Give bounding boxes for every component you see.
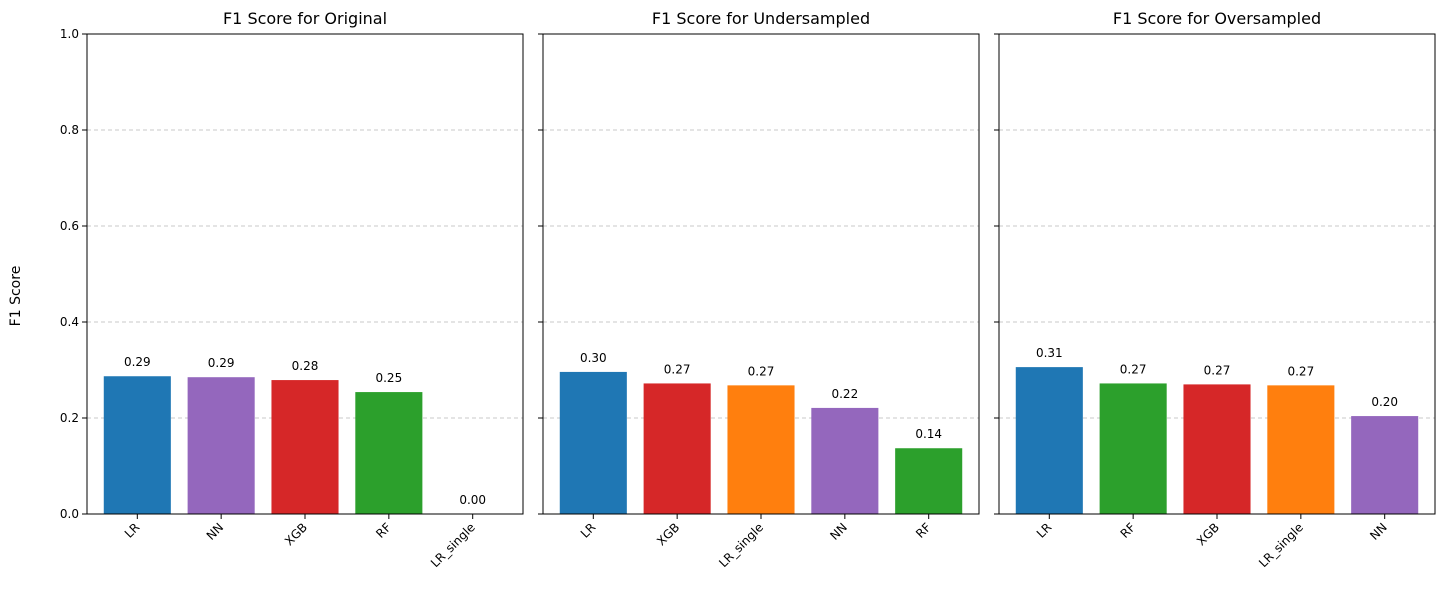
chart-panel: 0.31 LR 0.27 RF 0.27 XGB 0.27 LR_single 0.20 NN F1… xyxy=(994,9,1436,570)
bar-xgb xyxy=(271,380,339,514)
x-tick-label: LR_single xyxy=(716,520,766,570)
bar-rf xyxy=(895,448,963,514)
data-label: 0.29 xyxy=(208,356,235,370)
bar-lr-single xyxy=(727,385,795,514)
x-tick-label: NN xyxy=(204,520,227,543)
chart-title: F1 Score for Original xyxy=(223,9,387,28)
bar-nn xyxy=(187,377,255,514)
chart-title: F1 Score for Oversampled xyxy=(1113,9,1321,28)
plot-frame xyxy=(998,33,1436,515)
bar-lr xyxy=(103,376,171,514)
x-tick-label: NN xyxy=(827,520,850,543)
data-label: 0.27 xyxy=(1120,362,1147,376)
bar-rf xyxy=(355,392,423,514)
data-label: 0.25 xyxy=(375,371,402,385)
x-tick-label: RF xyxy=(913,520,934,541)
data-label: 0.29 xyxy=(124,355,151,369)
chart-panel: 0.30 LR 0.27 XGB 0.27 LR_single 0.22 NN 0.14 RF F1… xyxy=(538,9,980,570)
bar-lr xyxy=(559,371,627,514)
data-label: 0.22 xyxy=(831,387,858,401)
data-label: 0.27 xyxy=(1287,364,1314,378)
chart-panels: 0.0 0.2 0.4 0.6 0.8 1.0 0.29 LR 0.29 NN 0.28 XGB 0.2… xyxy=(60,9,1436,570)
chart-title: F1 Score for Undersampled xyxy=(652,9,870,28)
x-tick-label: XGB xyxy=(1194,520,1222,548)
x-tick-label: XGB xyxy=(282,520,310,548)
x-tick-label: LR xyxy=(122,520,143,541)
y-tick-label: 0.2 xyxy=(60,411,79,425)
y-tick-label: 0.8 xyxy=(60,123,79,137)
bar-rf xyxy=(1099,383,1167,514)
data-label: 0.14 xyxy=(915,427,942,441)
data-label: 0.27 xyxy=(664,362,691,376)
data-label: 0.30 xyxy=(580,351,607,365)
chart-panel: 0.0 0.2 0.4 0.6 0.8 1.0 0.29 LR 0.29 NN 0.28 XGB 0.2… xyxy=(60,9,524,570)
bar-nn xyxy=(811,407,879,514)
data-label: 0.27 xyxy=(748,364,775,378)
x-tick-label: RF xyxy=(1118,520,1139,541)
x-tick-label: XGB xyxy=(654,520,682,548)
data-label: 0.31 xyxy=(1036,346,1063,360)
x-tick-label: LR_single xyxy=(428,520,478,570)
x-tick-label: LR_single xyxy=(1256,520,1306,570)
y-tick-label: 0.6 xyxy=(60,219,79,233)
x-tick-label: LR xyxy=(1034,520,1055,541)
y-tick-label: 0.4 xyxy=(60,315,79,329)
data-label: 0.28 xyxy=(292,359,319,373)
data-label: 0.20 xyxy=(1371,395,1398,409)
bar-xgb xyxy=(1183,384,1251,514)
x-tick-label: RF xyxy=(373,520,394,541)
data-label: 0.27 xyxy=(1204,363,1231,377)
plot-frame xyxy=(542,33,980,515)
bar-xgb xyxy=(643,383,711,514)
y-tick-label: 0.0 xyxy=(60,507,79,521)
bar-lr xyxy=(1015,367,1083,514)
bar-lr-single xyxy=(1267,385,1335,514)
y-axis-label: F1 Score xyxy=(8,266,24,327)
data-label: 0.00 xyxy=(459,493,486,507)
bar-nn xyxy=(1351,416,1419,514)
plot-frame xyxy=(86,33,524,515)
x-tick-label: NN xyxy=(1367,520,1390,543)
y-tick-label: 1.0 xyxy=(60,27,79,41)
x-tick-label: LR xyxy=(578,520,599,541)
